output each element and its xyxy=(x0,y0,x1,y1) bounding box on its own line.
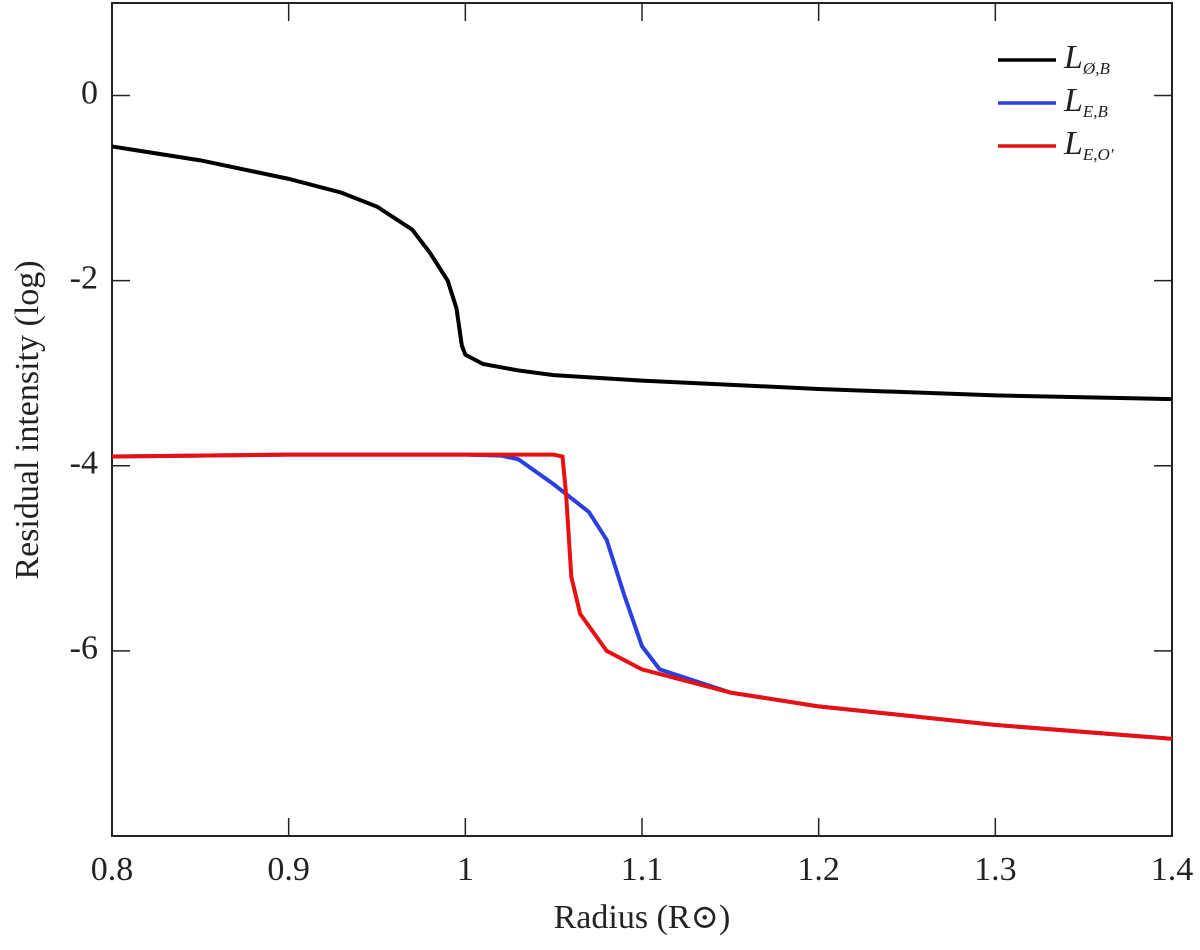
x-tick-label: 0.8 xyxy=(91,851,134,888)
x-tick-label: 0.9 xyxy=(267,851,310,888)
x-tick-label: 1.2 xyxy=(797,851,840,888)
legend-label: LE,B xyxy=(1063,82,1109,121)
legend-label: LE,O′ xyxy=(1063,125,1114,164)
legend-label: LØ,B xyxy=(1063,39,1110,78)
series-line xyxy=(111,452,1173,741)
y-tick-label: -4 xyxy=(70,445,98,482)
y-tick-label: -2 xyxy=(70,259,98,296)
y-tick-label: 0 xyxy=(81,74,98,111)
x-tick-label: 1.3 xyxy=(974,851,1017,888)
y-axis-label: Residual intensity (log) xyxy=(9,260,46,579)
series-line xyxy=(111,144,1173,402)
y-tick-label: -6 xyxy=(70,630,98,667)
x-axis-label: Radius (R⊙) xyxy=(554,899,731,936)
x-tick-label: 1 xyxy=(457,851,474,888)
plot-frame xyxy=(111,2,1173,837)
series-line xyxy=(111,452,1173,741)
x-tick-label: 1.1 xyxy=(621,851,664,888)
x-tick-label: 1.4 xyxy=(1151,851,1194,888)
